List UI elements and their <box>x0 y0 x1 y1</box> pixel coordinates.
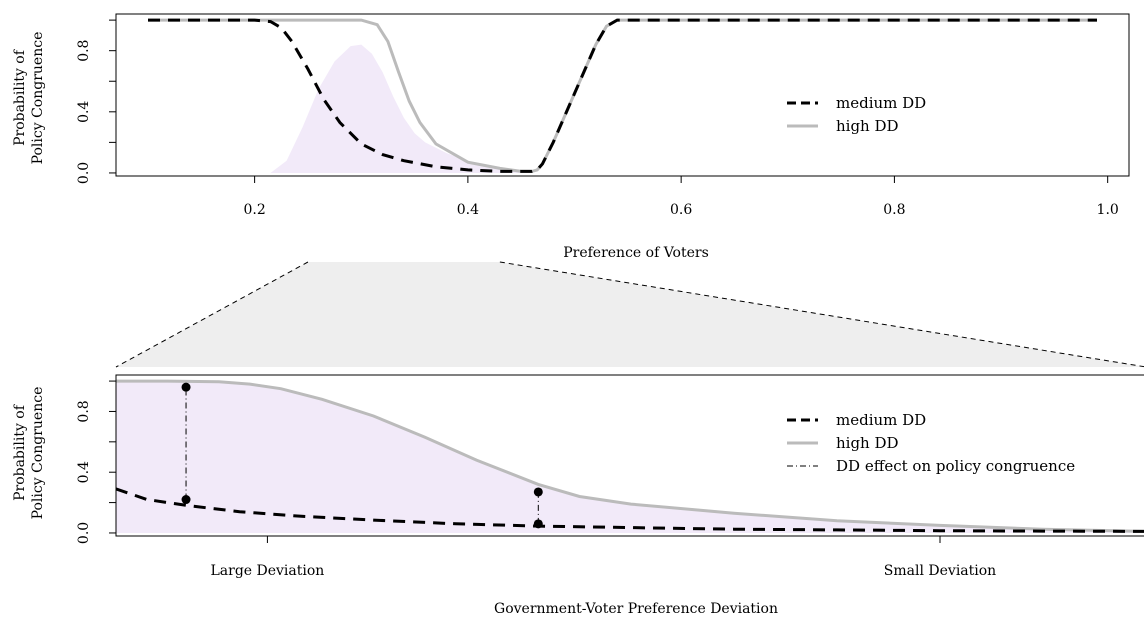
top-y-tick-label: 0.8 <box>76 40 92 62</box>
bottom-y-tick-label: 0.4 <box>76 461 92 483</box>
bottom-legend-high-label: high DD <box>836 434 899 452</box>
bottom-legend-effect-label: DD effect on policy congruence <box>836 457 1075 475</box>
top-y-tick-label: 0.0 <box>76 162 92 184</box>
bottom-legend: medium DD high DD DD effect on policy co… <box>787 411 1075 475</box>
bottom-y-axis: 0.0 0.4 0.8 <box>76 380 116 544</box>
top-legend: medium DD high DD <box>787 94 926 135</box>
bottom-plot-frame <box>115 374 1144 537</box>
bottom-x-axis-label: Government-Voter Preference Deviation <box>494 601 778 617</box>
top-x-tick-label: 0.8 <box>883 202 905 218</box>
bottom-x-tick-label: Large Deviation <box>210 563 324 579</box>
bottom-y-axis-label-line2: Policy Congruence <box>30 387 46 520</box>
bottom-y-tick-label: 0.0 <box>76 522 92 544</box>
top-y-tick-label: 0.4 <box>76 101 92 123</box>
bottom-x-tick-label: Small Deviation <box>884 563 996 579</box>
top-y-axis: 0.0 0.4 0.8 <box>76 19 116 184</box>
bottom-chart: Large Deviation Small Deviation 0.0 0.4 0.8… <box>12 374 1144 617</box>
zoom-connector-left <box>115 261 309 368</box>
bottom-effect-area <box>116 381 1144 533</box>
top-plot-frame <box>115 13 1130 177</box>
top-series-high-dd <box>148 18 1097 173</box>
top-legend-medium-label: medium DD <box>836 94 926 112</box>
top-y-axis-label-line2: Policy Congruence <box>30 32 46 165</box>
zoom-region <box>116 262 1144 367</box>
top-x-tick-label: 0.6 <box>670 202 692 218</box>
bottom-y-axis-label-line1: Probability of <box>12 403 28 501</box>
bottom-x-axis: Large Deviation Small Deviation <box>210 536 996 579</box>
bottom-series-high-dd <box>116 379 1144 533</box>
bottom-effect-markers <box>181 382 543 529</box>
top-y-axis-label-line1: Probability of <box>12 48 28 146</box>
top-x-axis-label: Preference of Voters <box>563 245 709 261</box>
effect-point-low <box>181 495 191 505</box>
bottom-series-medium-dd <box>116 487 1144 533</box>
top-x-tick-label: 0.2 <box>243 202 265 218</box>
effect-point-low <box>533 519 543 529</box>
top-legend-high-label: high DD <box>836 117 899 135</box>
top-x-tick-label: 0.4 <box>457 202 479 218</box>
bottom-y-tick-label: 0.8 <box>76 400 92 422</box>
bottom-legend-medium-label: medium DD <box>836 411 926 429</box>
zoom-connector-right <box>499 261 1144 368</box>
top-series-medium-dd <box>148 18 1097 173</box>
effect-point-high <box>533 487 543 497</box>
top-x-axis: 0.2 0.4 0.6 0.8 1.0 <box>243 175 1119 218</box>
effect-point-high <box>181 382 191 392</box>
top-chart: 0.2 0.4 0.6 0.8 1.0 0.0 0.4 0.8 Preference of … <box>12 13 1130 261</box>
top-density-area <box>270 44 532 173</box>
top-x-tick-label: 1.0 <box>1097 202 1119 218</box>
